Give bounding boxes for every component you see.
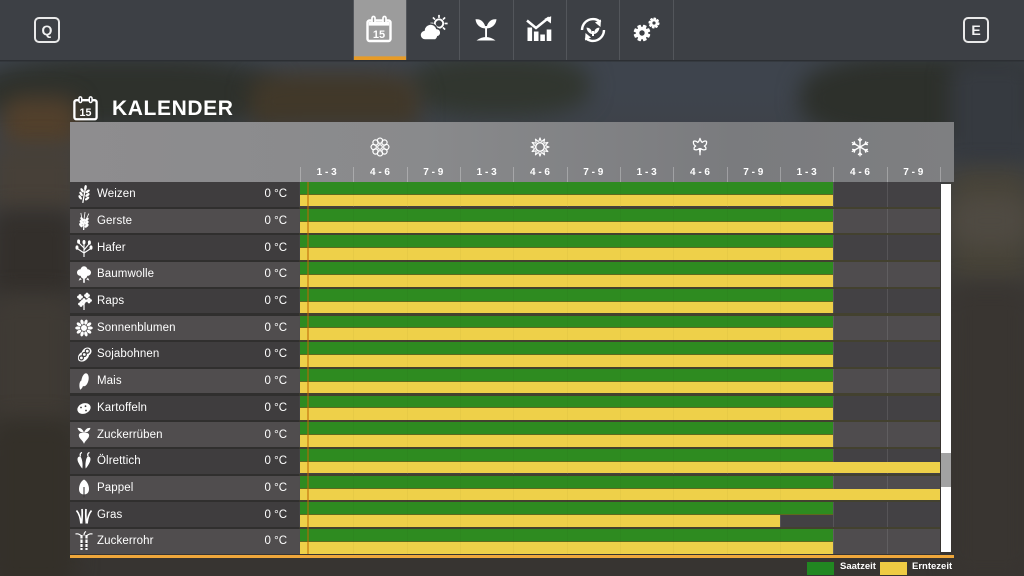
svg-text:15: 15 [373,29,385,41]
svg-text:15: 15 [80,107,92,119]
